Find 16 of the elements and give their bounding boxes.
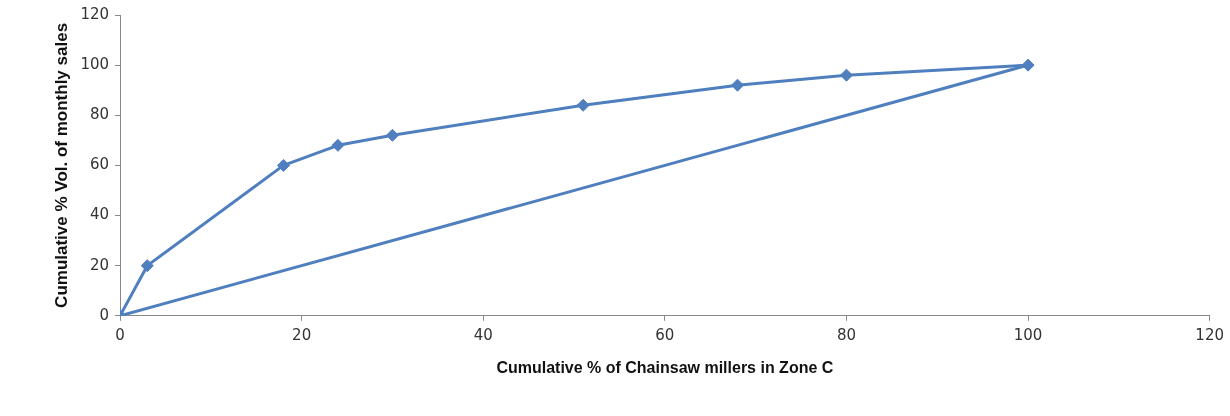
x-axis-title: Cumulative % of Chainsaw millers in Zone C xyxy=(496,358,834,376)
x-tick-label: 20 xyxy=(292,325,312,344)
y-axis-title: Cumulative % Vol. of monthly sales xyxy=(51,22,71,308)
y-tick-label: 120 xyxy=(80,4,110,23)
x-tick-label: 80 xyxy=(836,325,857,344)
x-tick-label: 120 xyxy=(1195,325,1225,344)
x-tick-label: 40 xyxy=(473,325,493,344)
y-tick-label: 0 xyxy=(99,305,110,324)
x-tick-label: 100 xyxy=(1013,325,1043,344)
y-tick-label: 100 xyxy=(80,55,110,74)
x-tick-label: 0 xyxy=(115,325,125,344)
y-tick-label: 40 xyxy=(89,205,110,224)
y-tick-label: 60 xyxy=(89,155,110,174)
x-tick-label: 60 xyxy=(655,325,675,344)
y-tick-label: 20 xyxy=(89,255,110,274)
y-tick-label: 80 xyxy=(89,105,110,124)
